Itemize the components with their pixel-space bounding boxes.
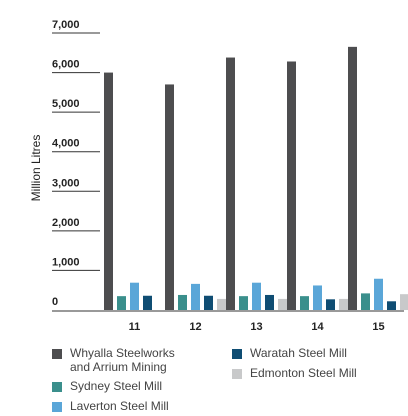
bar (361, 293, 370, 310)
bar (239, 296, 248, 310)
bar (339, 298, 348, 310)
y-tick-label: 4,000 (52, 138, 80, 150)
legend-label: Waratah Steel Mill (250, 346, 347, 360)
bar (326, 299, 335, 310)
bar (278, 298, 287, 310)
bar (178, 294, 187, 310)
bar (165, 84, 174, 310)
bar (143, 295, 152, 310)
x-tick-label: 13 (250, 321, 262, 333)
bar (374, 278, 383, 310)
bar (252, 282, 261, 310)
x-axis: 11 12 13 14 15 (52, 310, 404, 333)
bar (387, 301, 396, 310)
bar (130, 282, 139, 310)
bar (191, 283, 200, 310)
y-tick-label: 7,000 (52, 19, 80, 31)
legend-item: Laverton Steel Mill (52, 399, 169, 413)
y-tick-label: 1,000 (52, 256, 80, 268)
x-tick-label: 14 (311, 321, 324, 333)
y-tick-label: 0 (52, 296, 58, 308)
bar (226, 57, 235, 310)
y-tick-label: 2,000 (52, 217, 80, 229)
legend-label: Laverton Steel Mill (70, 399, 169, 413)
x-tick-label: 12 (189, 321, 201, 333)
bar (204, 295, 213, 310)
legend-swatch (52, 349, 62, 359)
y-axis: 0 1,000 2,000 3,000 4,000 5,000 6,000 7,000 (52, 19, 100, 308)
y-tick-label: 5,000 (52, 98, 80, 110)
legend-item: Sydney Steel Mill (52, 379, 162, 393)
bar (287, 61, 296, 311)
legend-swatch (232, 349, 242, 359)
bar (300, 296, 309, 310)
bar (400, 294, 408, 310)
bars (104, 46, 408, 311)
x-tick-label: 11 (129, 321, 141, 333)
legend: Whyalla Steelworks and Arrium Mining Wara… (52, 346, 402, 413)
y-axis-title: Million Litres (29, 135, 43, 202)
bar (265, 294, 274, 310)
legend-item: Waratah Steel Mill (232, 346, 347, 360)
y-tick-label: 6,000 (52, 59, 80, 71)
bar-chart: Million Litres 0 1,000 2,000 3,000 4,000 5,00… (29, 19, 408, 333)
bar (117, 296, 126, 310)
legend-swatch (232, 369, 242, 379)
bar (217, 298, 226, 310)
x-tick-label: 15 (372, 321, 384, 333)
legend-item: Whyalla Steelworks and Arrium Mining (52, 346, 175, 374)
legend-label: Edmonton Steel Mill (250, 366, 357, 380)
legend-item: Edmonton Steel Mill (232, 366, 357, 380)
bar (104, 72, 113, 310)
bar (348, 46, 357, 310)
legend-swatch (52, 382, 62, 392)
legend-label: Sydney Steel Mill (70, 379, 163, 393)
legend-label: Whyalla Steelworks and Arrium Mining (70, 346, 175, 374)
legend-swatch (52, 402, 62, 412)
bar (313, 285, 322, 310)
y-tick-label: 3,000 (52, 177, 80, 189)
